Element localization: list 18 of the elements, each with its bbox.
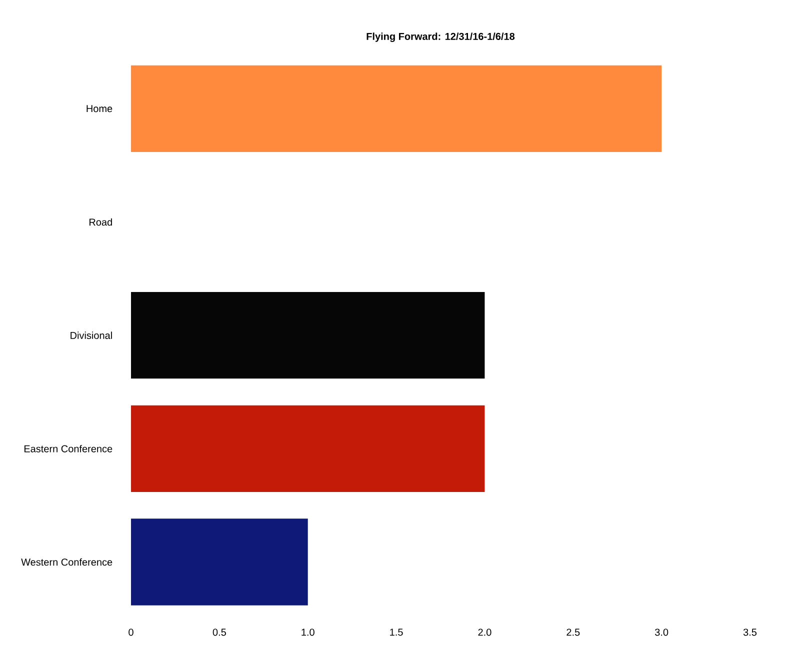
x-tick-label: 2.5: [566, 628, 580, 636]
bar: [131, 405, 485, 492]
y-tick-label: Western Conference: [21, 558, 112, 566]
y-tick-label: Home: [86, 105, 112, 112]
bar: [131, 292, 485, 379]
x-tick-label: 0.5: [212, 628, 226, 636]
x-tick-label: 1.0: [302, 628, 314, 636]
y-tick-label: Divisional: [70, 332, 112, 340]
x-tick-label: 2.0: [478, 628, 492, 636]
x-tick-label: 3.0: [654, 628, 668, 636]
bar: [131, 65, 662, 152]
y-tick-label: Eastern Conference: [24, 444, 112, 452]
bar: [131, 518, 308, 606]
x-tick-label: 3.5: [743, 628, 757, 636]
x-tick-label: 1.5: [390, 628, 403, 636]
x-tick-label: 0: [128, 628, 134, 636]
y-tick-label: Road: [90, 218, 112, 226]
chart-title: Flying Forward: 12/31/16-1/6/18: [366, 32, 515, 42]
